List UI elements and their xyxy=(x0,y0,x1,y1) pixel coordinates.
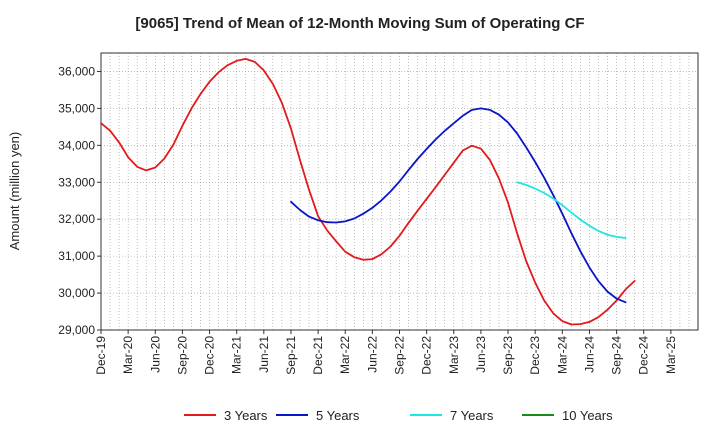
x-tick-label: Dec-19 xyxy=(94,336,108,375)
x-tick-label: Sep-22 xyxy=(393,336,407,375)
series-line-5-years xyxy=(290,107,627,304)
x-tick-label: Dec-21 xyxy=(311,336,325,375)
legend-label: 3 Years xyxy=(224,408,268,423)
x-tick-label: Sep-24 xyxy=(610,336,624,375)
legend-label: 7 Years xyxy=(450,408,494,423)
x-tick-label: Mar-23 xyxy=(447,336,461,374)
y-tick-label: 32,000 xyxy=(58,212,95,226)
y-tick-label: 31,000 xyxy=(58,249,95,263)
x-tick-label: Mar-25 xyxy=(664,336,678,374)
x-tick-label: Dec-22 xyxy=(420,336,434,375)
x-tick-label: Mar-22 xyxy=(338,336,352,374)
x-tick-label: Mar-21 xyxy=(230,336,244,374)
x-tick-label: Jun-21 xyxy=(257,336,271,373)
series-line-7-years xyxy=(516,181,627,239)
x-tick-label: Mar-20 xyxy=(121,336,135,374)
legend-label: 10 Years xyxy=(562,408,613,423)
y-tick-label: 29,000 xyxy=(58,323,95,337)
legend-label: 5 Years xyxy=(316,408,360,423)
x-tick-label: Dec-23 xyxy=(528,336,542,375)
x-tick-label: Sep-20 xyxy=(175,336,189,375)
x-axis: Dec-19 Mar-20 Jun-20 Sep-20 Dec-20 Mar-21 Jun-… xyxy=(94,330,678,375)
y-axis: 29,000 30,000 31,000 32,000 33,000 34,000 35,0… xyxy=(58,64,101,337)
legend: 3 Years 5 Years 7 Years 10 Years xyxy=(184,408,613,423)
x-tick-label: Jun-22 xyxy=(365,336,379,373)
y-tick-label: 35,000 xyxy=(58,101,95,115)
x-tick-label: Sep-23 xyxy=(501,336,515,375)
x-tick-label: Dec-20 xyxy=(203,336,217,375)
x-tick-label: Jun-23 xyxy=(474,336,488,373)
x-tick-label: Mar-24 xyxy=(555,336,569,374)
series-line-3-years xyxy=(100,58,636,326)
y-tick-label: 34,000 xyxy=(58,138,95,152)
x-tick-label: Dec-24 xyxy=(637,336,651,375)
chart-title: [9065] Trend of Mean of 12-Month Moving … xyxy=(135,15,584,32)
x-tick-label: Jun-24 xyxy=(582,336,596,373)
y-tick-label: 33,000 xyxy=(58,175,95,189)
x-tick-label: Sep-21 xyxy=(284,336,298,375)
x-tick-label: Jun-20 xyxy=(148,336,162,373)
y-tick-label: 30,000 xyxy=(58,286,95,300)
series-lines xyxy=(100,58,636,326)
y-axis-label: Amount (million yen) xyxy=(7,132,22,251)
y-tick-label: 36,000 xyxy=(58,64,95,78)
